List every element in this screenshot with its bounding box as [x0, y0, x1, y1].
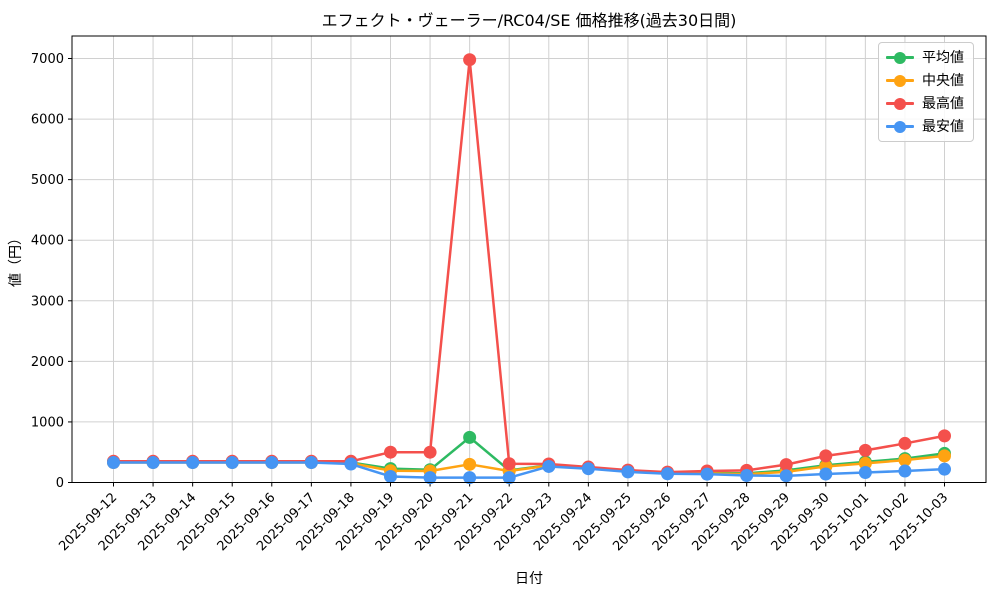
legend-marker-icon: [886, 97, 914, 110]
data-point: [779, 458, 793, 472]
legend-marker-icon: [886, 120, 914, 133]
data-point: [186, 456, 200, 470]
legend: 平均値中央値最高値最安値: [878, 42, 974, 142]
y-tick-label: 3000: [31, 294, 64, 309]
data-point: [938, 429, 951, 443]
legend-dot-icon: [894, 120, 906, 133]
legend-dot-icon: [894, 74, 906, 87]
data-point: [898, 464, 912, 478]
data-point: [858, 456, 872, 470]
y-tick-label: 6000: [31, 113, 64, 128]
tick-layer: 010002000300040005000600070002025-09-122…: [31, 52, 951, 554]
legend-item: 平均値: [886, 48, 964, 67]
data-point: [661, 467, 674, 481]
axes-frame: [71, 35, 987, 483]
y-axis-label: 値（円）: [8, 231, 24, 287]
chart-title: エフェクト・ヴェーラー/RC04/SE 価格推移(過去30日間): [322, 11, 737, 30]
legend-marker-icon: [886, 74, 914, 87]
data-point: [502, 457, 516, 471]
data-point: [344, 457, 358, 471]
series-line: [113, 58, 945, 474]
data-point: [502, 471, 516, 485]
x-axis-label: 日付: [515, 571, 543, 587]
series-line: [113, 461, 945, 479]
data-point: [700, 467, 714, 481]
data-point: [858, 443, 872, 457]
y-tick-label: 5000: [31, 173, 64, 188]
data-point: [463, 53, 477, 67]
data-point: [107, 456, 120, 470]
data-point: [819, 467, 833, 481]
y-tick-label: 1000: [31, 415, 64, 430]
data-point: [542, 459, 556, 473]
data-point: [225, 456, 239, 470]
data-point: [463, 457, 477, 471]
data-point: [621, 465, 635, 479]
legend-label: 平均値: [922, 49, 964, 66]
data-point: [898, 453, 912, 467]
y-tick-label: 7000: [31, 52, 64, 67]
data-point: [146, 456, 160, 470]
data-point: [898, 436, 912, 450]
data-point: [581, 462, 595, 476]
legend-dot-icon: [894, 97, 906, 110]
data-point: [819, 449, 833, 463]
data-point: [740, 469, 754, 483]
data-point: [463, 430, 477, 444]
data-point: [779, 469, 793, 483]
legend-label: 最高値: [922, 95, 964, 112]
data-point: [938, 449, 951, 463]
legend-item: 最安値: [886, 117, 964, 136]
data-point: [463, 471, 477, 485]
data-point: [304, 456, 318, 470]
data-point: [423, 445, 437, 459]
y-tick-label: 4000: [31, 234, 64, 249]
legend-item: 中央値: [886, 71, 964, 90]
legend-dot-icon: [894, 51, 906, 64]
data-point: [858, 466, 872, 480]
data-point: [265, 456, 279, 470]
data-point: [384, 469, 397, 483]
data-point: [384, 445, 397, 459]
grid-layer: [72, 36, 986, 483]
y-tick-label: 2000: [31, 355, 64, 370]
data-point: [938, 462, 951, 476]
y-tick-label: 0: [56, 476, 64, 491]
legend-marker-icon: [886, 51, 914, 64]
legend-label: 最安値: [922, 118, 964, 135]
legend-label: 中央値: [922, 72, 964, 89]
legend-item: 最高値: [886, 94, 964, 113]
series-layer: [107, 53, 951, 485]
data-point: [423, 471, 437, 485]
